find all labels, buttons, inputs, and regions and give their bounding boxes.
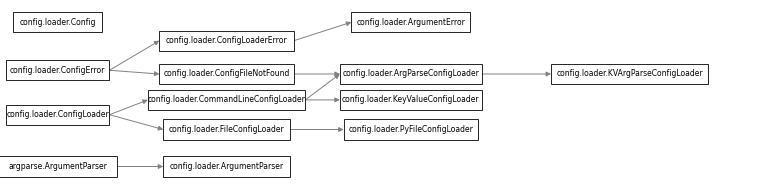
FancyBboxPatch shape (159, 31, 293, 51)
Text: config.loader.PyFileConfigLoader: config.loader.PyFileConfigLoader (349, 125, 473, 134)
FancyBboxPatch shape (339, 64, 482, 84)
Text: argparse.ArgumentParser: argparse.ArgumentParser (8, 162, 107, 171)
FancyBboxPatch shape (0, 156, 117, 177)
Text: config.loader.ArgumentError: config.loader.ArgumentError (356, 18, 465, 27)
Text: config.loader.KVArgParseConfigLoader: config.loader.KVArgParseConfigLoader (557, 70, 703, 78)
FancyBboxPatch shape (163, 156, 290, 177)
Text: config.loader.FileConfigLoader: config.loader.FileConfigLoader (169, 125, 284, 134)
Text: config.loader.ArgumentParser: config.loader.ArgumentParser (170, 162, 283, 171)
FancyBboxPatch shape (163, 119, 290, 140)
FancyBboxPatch shape (159, 64, 293, 84)
Text: config.loader.CommandLineConfigLoader: config.loader.CommandLineConfigLoader (147, 95, 306, 104)
FancyBboxPatch shape (551, 64, 708, 84)
FancyBboxPatch shape (5, 105, 110, 125)
Text: config.loader.ConfigFileNotFound: config.loader.ConfigFileNotFound (164, 70, 290, 78)
Text: config.loader.Config: config.loader.Config (19, 18, 96, 27)
Text: config.loader.ConfigLoaderError: config.loader.ConfigLoaderError (166, 36, 287, 45)
FancyBboxPatch shape (5, 60, 110, 80)
FancyBboxPatch shape (352, 12, 470, 32)
FancyBboxPatch shape (13, 12, 101, 32)
FancyBboxPatch shape (339, 90, 482, 110)
Text: config.loader.ArgParseConfigLoader: config.loader.ArgParseConfigLoader (343, 70, 479, 78)
FancyBboxPatch shape (344, 119, 478, 140)
FancyBboxPatch shape (147, 90, 305, 110)
Text: config.loader.ConfigLoader: config.loader.ConfigLoader (6, 110, 109, 119)
Text: config.loader.ConfigError: config.loader.ConfigError (10, 66, 105, 75)
Text: config.loader.KeyValueConfigLoader: config.loader.KeyValueConfigLoader (342, 95, 480, 104)
